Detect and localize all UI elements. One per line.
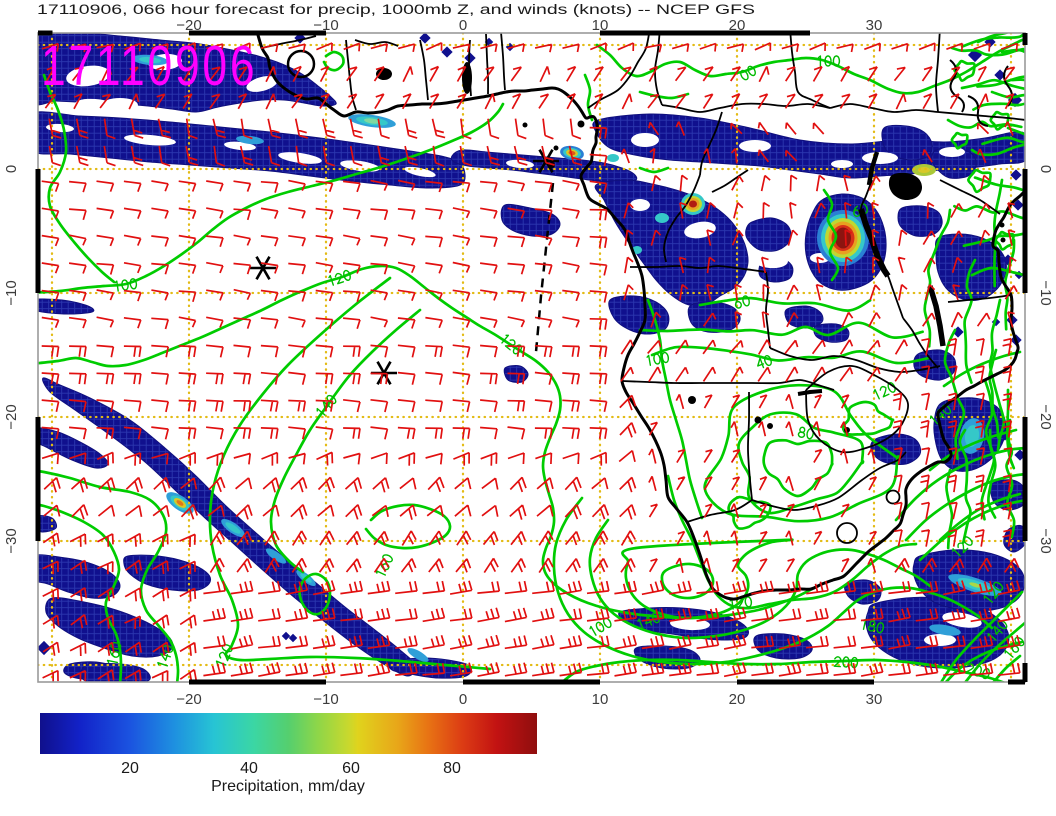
svg-text:−20: −20 [1037, 404, 1054, 429]
svg-text:10: 10 [592, 691, 609, 708]
svg-text:0: 0 [459, 691, 467, 708]
svg-text:Precipitation, mm/day: Precipitation, mm/day [211, 778, 365, 795]
svg-text:−20: −20 [176, 17, 201, 34]
svg-text:60: 60 [342, 760, 360, 777]
svg-text:80: 80 [443, 760, 461, 777]
svg-text:−10: −10 [313, 17, 338, 34]
svg-text:30: 30 [866, 17, 883, 34]
svg-text:−20: −20 [3, 404, 20, 429]
svg-text:20: 20 [729, 691, 746, 708]
svg-text:17110906: 17110906 [41, 34, 257, 98]
svg-text:−30: −30 [3, 528, 20, 553]
svg-text:20: 20 [121, 760, 139, 777]
svg-text:40: 40 [240, 760, 258, 777]
svg-text:10: 10 [592, 17, 609, 34]
svg-text:−30: −30 [1037, 528, 1054, 553]
svg-text:0: 0 [3, 165, 20, 173]
svg-text:0: 0 [1037, 165, 1054, 173]
svg-text:30: 30 [866, 691, 883, 708]
svg-text:−10: −10 [313, 691, 338, 708]
svg-text:−10: −10 [1037, 280, 1054, 305]
svg-text:−10: −10 [3, 280, 20, 305]
svg-text:0: 0 [459, 17, 467, 34]
svg-text:20: 20 [729, 17, 746, 34]
svg-text:−20: −20 [176, 691, 201, 708]
svg-text:17110906, 066 hour forecast fo: 17110906, 066 hour forecast for precip, … [37, 2, 755, 18]
